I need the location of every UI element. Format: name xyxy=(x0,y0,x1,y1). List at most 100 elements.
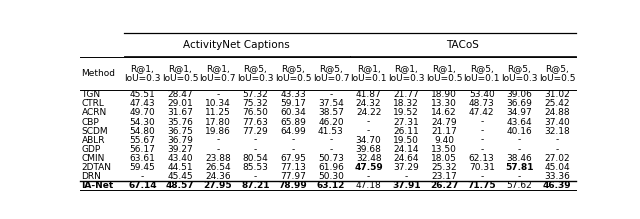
Text: TGN: TGN xyxy=(81,90,100,99)
Text: 62.13: 62.13 xyxy=(469,154,495,163)
Text: 19.52: 19.52 xyxy=(394,108,419,117)
Text: -: - xyxy=(367,118,370,127)
Text: 40.16: 40.16 xyxy=(507,127,532,136)
Text: 38.57: 38.57 xyxy=(318,108,344,117)
Text: 10.34: 10.34 xyxy=(205,99,230,108)
Text: 47.18: 47.18 xyxy=(356,181,381,190)
Text: 56.17: 56.17 xyxy=(129,145,156,154)
Text: 18.90: 18.90 xyxy=(431,90,457,99)
Text: -: - xyxy=(480,118,483,127)
Text: 39.27: 39.27 xyxy=(167,145,193,154)
Text: -: - xyxy=(480,145,483,154)
Text: 13.50: 13.50 xyxy=(431,145,457,154)
Text: -: - xyxy=(216,145,220,154)
Text: 54.30: 54.30 xyxy=(129,118,156,127)
Text: 24.88: 24.88 xyxy=(545,108,570,117)
Text: 18.05: 18.05 xyxy=(431,154,457,163)
Text: 41.53: 41.53 xyxy=(318,127,344,136)
Text: IA-Net: IA-Net xyxy=(81,181,114,190)
Text: 29.01: 29.01 xyxy=(167,99,193,108)
Text: 61.96: 61.96 xyxy=(318,163,344,172)
Text: 21.17: 21.17 xyxy=(431,127,457,136)
Text: -: - xyxy=(518,136,521,145)
Text: 25.32: 25.32 xyxy=(431,163,457,172)
Text: 14.62: 14.62 xyxy=(431,108,457,117)
Text: R@5,
IoU=0.1: R@5, IoU=0.1 xyxy=(463,64,500,83)
Text: 31.67: 31.67 xyxy=(167,108,193,117)
Text: R@1,
IoU=0.1: R@1, IoU=0.1 xyxy=(350,64,387,83)
Text: 59.45: 59.45 xyxy=(129,163,156,172)
Text: 35.76: 35.76 xyxy=(167,118,193,127)
Text: 28.47: 28.47 xyxy=(167,90,193,99)
Text: 27.31: 27.31 xyxy=(394,118,419,127)
Text: 63.61: 63.61 xyxy=(129,154,156,163)
Text: R@1,
IoU=0.3: R@1, IoU=0.3 xyxy=(124,64,161,83)
Text: DRN: DRN xyxy=(81,172,101,181)
Text: 21.77: 21.77 xyxy=(394,90,419,99)
Text: 65.89: 65.89 xyxy=(280,118,306,127)
Text: 34.97: 34.97 xyxy=(507,108,532,117)
Text: 23.88: 23.88 xyxy=(205,154,230,163)
Text: 76.50: 76.50 xyxy=(243,108,268,117)
Text: 37.91: 37.91 xyxy=(392,181,420,190)
Text: 19.50: 19.50 xyxy=(394,136,419,145)
Text: 24.32: 24.32 xyxy=(356,99,381,108)
Text: 44.51: 44.51 xyxy=(167,163,193,172)
Text: 38.46: 38.46 xyxy=(507,154,532,163)
Text: 32.48: 32.48 xyxy=(356,154,381,163)
Text: SCDM: SCDM xyxy=(81,127,108,136)
Text: 70.31: 70.31 xyxy=(468,163,495,172)
Text: 64.99: 64.99 xyxy=(280,127,306,136)
Text: 24.64: 24.64 xyxy=(394,154,419,163)
Text: 63.12: 63.12 xyxy=(317,181,345,190)
Text: 33.36: 33.36 xyxy=(544,172,570,181)
Text: 60.34: 60.34 xyxy=(280,108,306,117)
Text: -: - xyxy=(254,136,257,145)
Text: -: - xyxy=(367,172,370,181)
Text: 59.17: 59.17 xyxy=(280,99,306,108)
Text: GDP: GDP xyxy=(81,145,100,154)
Text: 45.45: 45.45 xyxy=(167,172,193,181)
Text: -: - xyxy=(254,145,257,154)
Text: 27.95: 27.95 xyxy=(204,181,232,190)
Text: 26.54: 26.54 xyxy=(205,163,230,172)
Text: 85.53: 85.53 xyxy=(243,163,268,172)
Text: 87.21: 87.21 xyxy=(241,181,269,190)
Text: 36.75: 36.75 xyxy=(167,127,193,136)
Text: 39.68: 39.68 xyxy=(356,145,381,154)
Text: 77.97: 77.97 xyxy=(280,172,306,181)
Text: CBP: CBP xyxy=(81,118,99,127)
Text: R@5,
IoU=0.3: R@5, IoU=0.3 xyxy=(501,64,538,83)
Text: 57.32: 57.32 xyxy=(243,90,268,99)
Text: -: - xyxy=(254,172,257,181)
Text: -: - xyxy=(141,172,144,181)
Text: CTRL: CTRL xyxy=(81,99,104,108)
Text: R@5,
IoU=0.5: R@5, IoU=0.5 xyxy=(275,64,312,83)
Text: 48.73: 48.73 xyxy=(469,99,495,108)
Text: 55.67: 55.67 xyxy=(129,136,156,145)
Text: 54.80: 54.80 xyxy=(129,127,156,136)
Text: 80.54: 80.54 xyxy=(243,154,268,163)
Text: 71.75: 71.75 xyxy=(467,181,496,190)
Text: 11.25: 11.25 xyxy=(205,108,230,117)
Text: ACRN: ACRN xyxy=(81,108,107,117)
Text: 24.79: 24.79 xyxy=(431,118,457,127)
Text: -: - xyxy=(404,172,408,181)
Text: -: - xyxy=(556,145,559,154)
Text: 57.62: 57.62 xyxy=(507,181,532,190)
Text: 9.40: 9.40 xyxy=(434,136,454,145)
Text: R@1,
IoU=0.5: R@1, IoU=0.5 xyxy=(162,64,198,83)
Text: 47.59: 47.59 xyxy=(354,163,383,172)
Text: 17.80: 17.80 xyxy=(205,118,230,127)
Text: -: - xyxy=(518,145,521,154)
Text: 37.40: 37.40 xyxy=(544,118,570,127)
Text: 25.42: 25.42 xyxy=(545,99,570,108)
Text: ActivityNet Captions: ActivityNet Captions xyxy=(183,40,290,50)
Text: 43.33: 43.33 xyxy=(280,90,306,99)
Text: 67.14: 67.14 xyxy=(128,181,157,190)
Text: -: - xyxy=(556,136,559,145)
Text: 50.30: 50.30 xyxy=(318,172,344,181)
Text: R@5,
IoU=0.7: R@5, IoU=0.7 xyxy=(313,64,349,83)
Text: 37.54: 37.54 xyxy=(318,99,344,108)
Text: 47.42: 47.42 xyxy=(469,108,495,117)
